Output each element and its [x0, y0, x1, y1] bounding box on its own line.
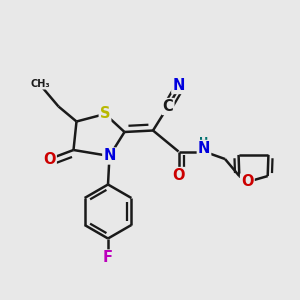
Text: N: N — [103, 148, 116, 164]
Text: F: F — [103, 250, 113, 266]
Text: CH₃: CH₃ — [31, 79, 50, 89]
Text: N: N — [172, 78, 185, 93]
Text: O: O — [241, 174, 254, 189]
Text: N: N — [198, 141, 210, 156]
Text: O: O — [172, 168, 185, 183]
Text: O: O — [43, 152, 56, 166]
Text: C: C — [163, 99, 173, 114]
Text: H: H — [200, 136, 208, 147]
Text: S: S — [100, 106, 110, 122]
